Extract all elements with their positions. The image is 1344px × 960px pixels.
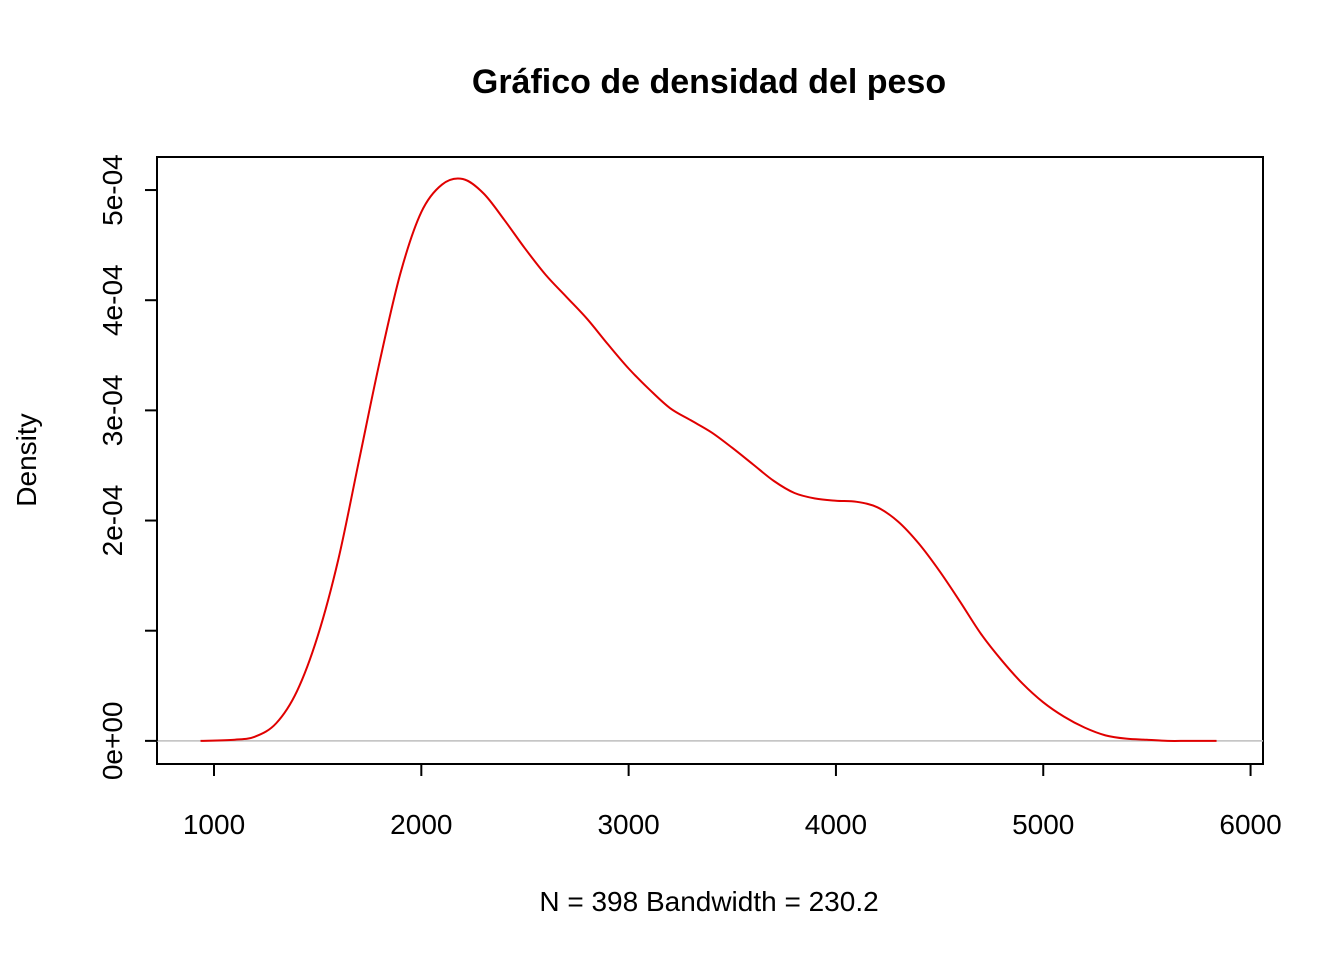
x-tick-label: 1000 [183,809,245,840]
y-tick-label: 2e-04 [97,485,128,557]
y-tick-label: 5e-04 [97,154,128,226]
x-axis-label: N = 398 Bandwidth = 230.2 [539,886,878,917]
chart-title: Gráfico de densidad del peso [472,63,946,101]
y-tick-label: 0e+00 [97,702,128,781]
density-curve-layer [200,177,1217,742]
x-axis: 1000 2000 3000 4000 5000 6000 [183,763,1282,840]
x-tick-label: 4000 [805,809,867,840]
y-tick-label: 3e-04 [97,375,128,447]
x-tick-label: 6000 [1219,809,1281,840]
y-tick-label: 4e-04 [97,264,128,336]
y-axis: 0e+00 2e-04 3e-04 4e-04 5e-04 [97,154,158,781]
x-tick-label: 5000 [1012,809,1074,840]
density-curve [200,177,1217,742]
y-axis-label: Density [11,413,42,506]
x-tick-label: 2000 [390,809,452,840]
x-tick-label: 3000 [597,809,659,840]
plot-frame [156,156,1264,765]
